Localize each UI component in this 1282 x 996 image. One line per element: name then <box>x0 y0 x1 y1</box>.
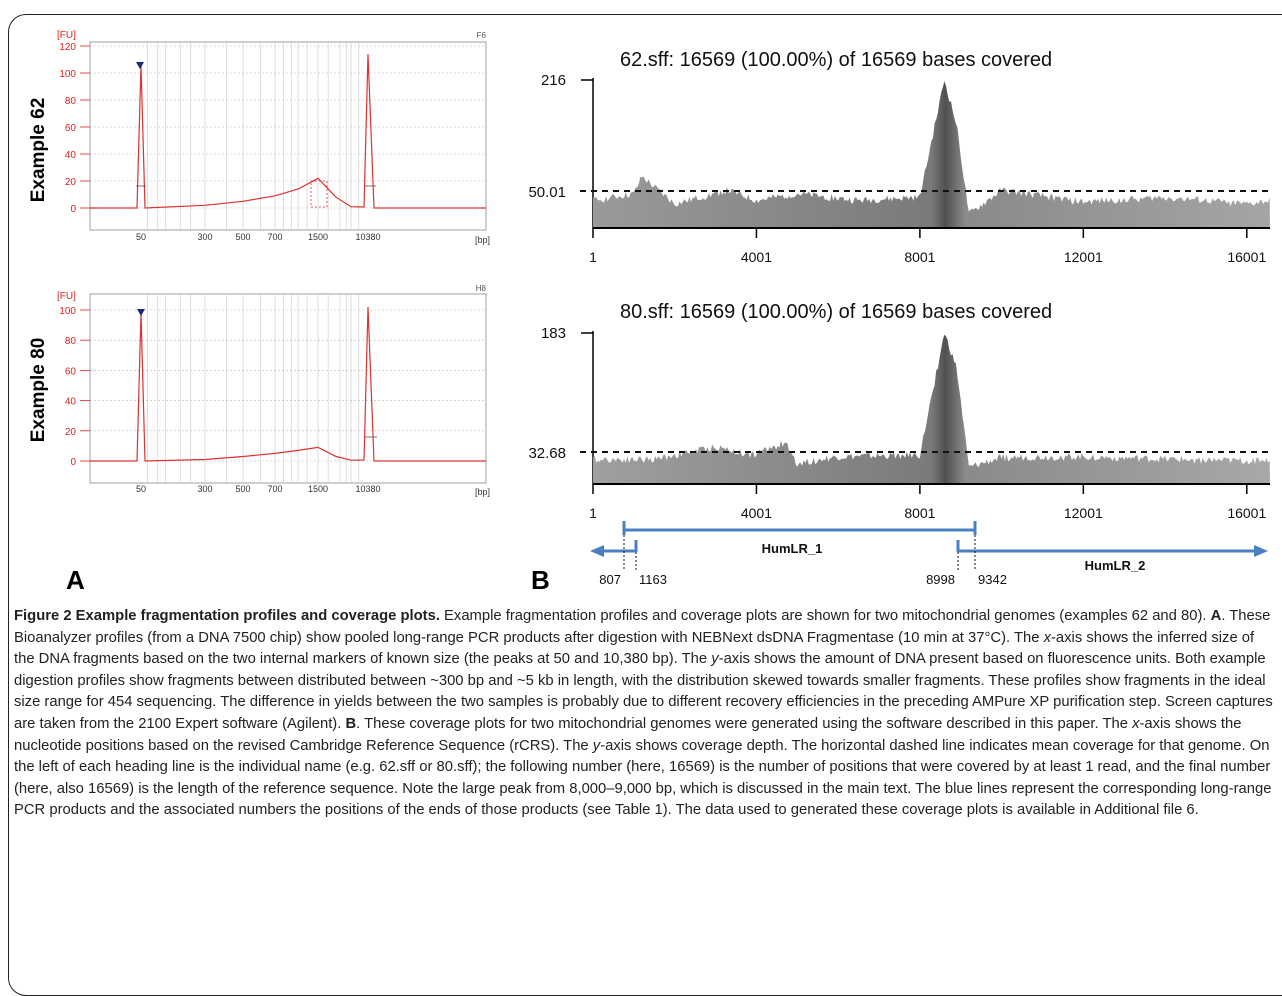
caption-text-1: Example fragmentation profiles and cover… <box>439 608 1211 624</box>
coverage-ymax-62: 216 <box>541 72 566 89</box>
coverage-mean-80: 32.68 <box>528 445 566 462</box>
amplicon-map: HumLR_1 HumLR_2 807 1163 8998 9342 <box>590 521 1268 587</box>
x-tick-label: 8001 <box>904 505 935 521</box>
caption-text-2: . These Bioanalyzer profiles (from a DNA… <box>14 608 1271 646</box>
marker-triangle-62 <box>136 62 144 69</box>
caption-text-4: -axis shows the amount of DNA present ba… <box>14 651 1273 732</box>
grid-80 <box>89 293 487 484</box>
y-tick-label: 0 <box>70 204 76 215</box>
caption-label-a: A <box>1210 608 1222 624</box>
row-label-80: Example 80 <box>28 338 49 443</box>
x-tick-label: 4001 <box>741 249 772 265</box>
x-tick-label: 8001 <box>904 249 935 265</box>
caption-text-3: -axis shows the inferred size of the DNA… <box>14 629 1255 668</box>
coverage-title-80: 80.sff: 16569 (100.00%) of 16569 bases c… <box>620 301 1052 323</box>
coverage-mean-62: 50.01 <box>528 184 566 201</box>
grid-62 <box>89 41 487 231</box>
x-tick-label: 500 <box>235 232 250 242</box>
caption-y-var: y <box>711 651 719 668</box>
humlr2-label: HumLR_2 <box>1085 558 1146 573</box>
y-tick-label: 20 <box>65 427 77 438</box>
y-ticks-62: 0 20 40 60 80 100 120 <box>59 42 90 215</box>
bioanalyzer-plot-62: Example 62 [FU] F6 0 20 40 60 80 100 120 50 300… <box>28 30 490 245</box>
caption-text-6: -axis shows the nucleotide positions bas… <box>14 715 1242 754</box>
x-tick-label: 10380 <box>355 484 380 494</box>
marker-triangle-80 <box>137 309 145 316</box>
x-tick-label: 1500 <box>308 484 328 494</box>
x-tick-label: 16001 <box>1227 249 1266 265</box>
y-tick-label: 100 <box>59 69 76 80</box>
x-ticks-b62: 1 4001 8001 12001 16001 <box>589 228 1266 265</box>
figure-caption: Figure 2 Example fragmentation profiles … <box>14 606 1276 822</box>
y-tick-label: 80 <box>65 96 77 107</box>
well-label-80: H8 <box>476 284 487 293</box>
pos-1163-label: 1163 <box>639 572 667 587</box>
caption-x-var: x <box>1043 629 1051 646</box>
caption-x-var-2: x <box>1132 715 1140 732</box>
coverage-plot-62: 62.sff: 16569 (100.00%) of 16569 bases c… <box>528 49 1270 265</box>
y-tick-label: 0 <box>70 457 76 468</box>
x-tick-label: 1500 <box>308 232 328 242</box>
y-tick-label: 40 <box>65 150 77 161</box>
humlr2-left-arrow <box>590 545 604 557</box>
humlr2-right-arrow <box>1254 545 1268 557</box>
x-tick-label: 10380 <box>355 232 380 242</box>
coverage-area-62 <box>593 81 1270 228</box>
x-tick-label: 300 <box>197 232 212 242</box>
x-tick-label: 1 <box>589 505 597 521</box>
row-label-62: Example 62 <box>28 98 49 203</box>
x-ticks-80: 50 300 500 700 1500 10380 <box>136 484 381 494</box>
well-label-62: F6 <box>477 31 487 40</box>
x-ticks-b80: 1 4001 8001 12001 16001 <box>589 484 1266 521</box>
caption-label-b: B <box>345 715 357 732</box>
caption-heading: Figure 2 Example fragmentation profiles … <box>14 608 440 624</box>
caption-text-7: -axis shows coverage depth. The horizont… <box>14 737 1272 819</box>
x-tick-label: 50 <box>136 232 146 242</box>
trace-62 <box>90 54 486 209</box>
humlr1-label: HumLR_1 <box>762 541 823 556</box>
x-tick-label: 4001 <box>741 505 772 521</box>
plot-border <box>89 293 487 484</box>
x-tick-label: 12001 <box>1064 249 1103 265</box>
y-unit-62: [FU] <box>57 30 76 41</box>
caption-text-5: . These coverage plots for two mitochond… <box>356 715 1133 732</box>
x-unit-80: [bp] <box>475 487 490 497</box>
x-tick-label: 700 <box>267 484 282 494</box>
coverage-plot-80: 80.sff: 16569 (100.00%) of 16569 bases c… <box>528 301 1270 521</box>
pos-9342-label: 9342 <box>978 572 1007 587</box>
x-tick-label: 1 <box>589 249 597 265</box>
x-tick-label: 300 <box>197 484 212 494</box>
plot-border <box>89 41 487 231</box>
panel-b-letter: B <box>531 565 550 595</box>
coverage-title-62: 62.sff: 16569 (100.00%) of 16569 bases c… <box>620 49 1052 71</box>
pos-807-label: 807 <box>599 572 621 587</box>
y-ticks-80: 0 20 40 60 80 100 <box>59 306 90 468</box>
panel-a-letter: A <box>66 565 85 595</box>
y-tick-label: 60 <box>65 123 77 134</box>
x-tick-label: 16001 <box>1227 505 1266 521</box>
y-tick-label: 120 <box>59 42 76 53</box>
x-unit-62: [bp] <box>475 235 490 245</box>
coverage-area-80 <box>593 334 1270 484</box>
y-tick-label: 40 <box>65 397 77 408</box>
y-tick-label: 20 <box>65 177 77 188</box>
y-tick-label: 100 <box>59 306 76 317</box>
caption-y-var-2: y <box>592 737 601 754</box>
trace-80 <box>90 306 486 462</box>
y-unit-80: [FU] <box>57 291 76 302</box>
region-box-62 <box>310 180 328 208</box>
coverage-ymax-80: 183 <box>541 325 566 342</box>
bioanalyzer-plot-80: Example 80 [FU] H8 0 20 40 60 80 100 50 300 500… <box>28 284 490 497</box>
x-tick-label: 500 <box>235 484 250 494</box>
y-tick-label: 80 <box>65 336 77 347</box>
x-tick-label: 700 <box>267 232 282 242</box>
x-ticks-62: 50 300 500 700 1500 10380 <box>136 232 381 242</box>
x-tick-label: 12001 <box>1064 505 1103 521</box>
x-tick-label: 50 <box>136 484 146 494</box>
pos-8998-label: 8998 <box>926 572 955 587</box>
y-tick-label: 60 <box>65 366 77 377</box>
